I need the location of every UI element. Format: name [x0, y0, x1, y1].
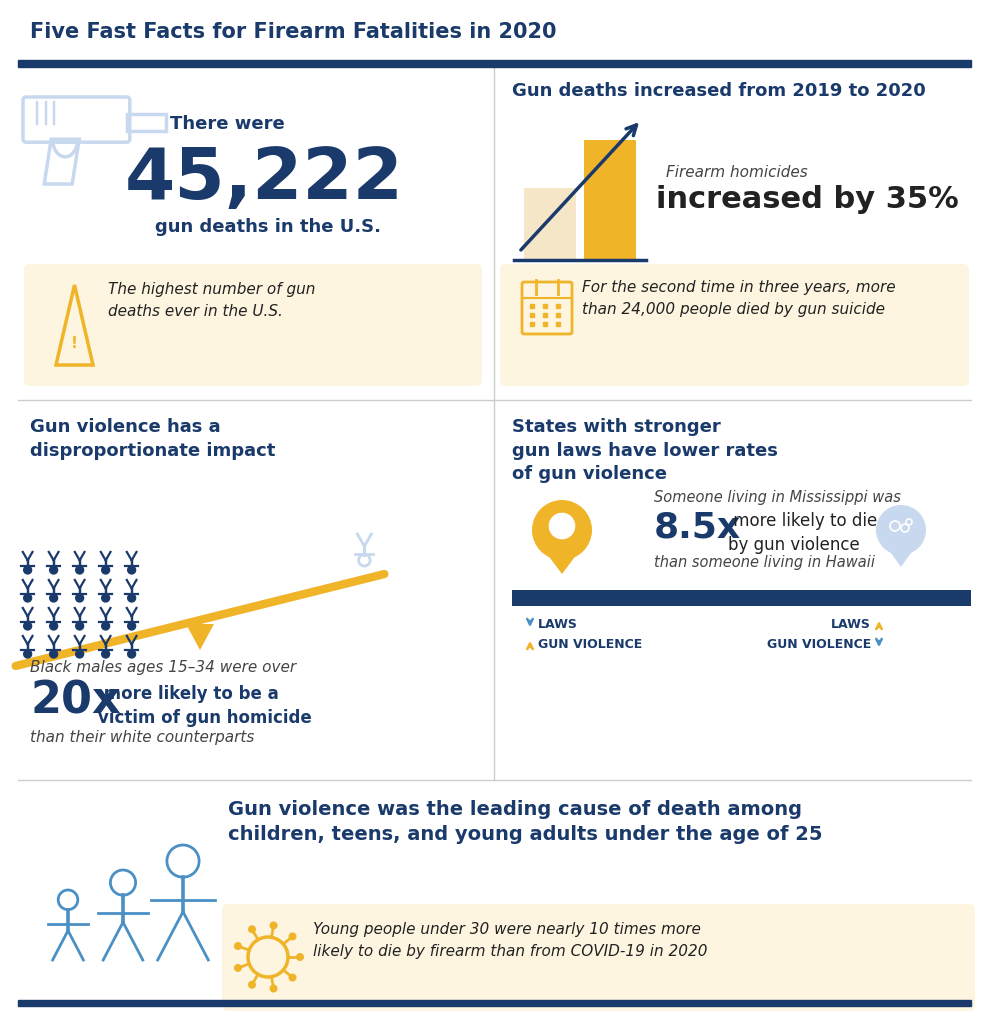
- Text: LAWS: LAWS: [538, 617, 578, 631]
- Circle shape: [549, 513, 576, 540]
- Circle shape: [76, 594, 84, 602]
- Circle shape: [248, 926, 256, 933]
- Circle shape: [76, 650, 84, 658]
- Text: 20x: 20x: [30, 680, 121, 723]
- Circle shape: [102, 594, 110, 602]
- Text: Gun deaths increased from 2019 to 2020: Gun deaths increased from 2019 to 2020: [512, 82, 926, 100]
- Bar: [584, 140, 636, 260]
- Circle shape: [76, 622, 84, 630]
- Text: !: !: [71, 336, 78, 350]
- Circle shape: [102, 622, 110, 630]
- Text: Young people under 30 were nearly 10 times more
likely to die by firearm than fr: Young people under 30 were nearly 10 tim…: [313, 922, 707, 959]
- Circle shape: [24, 566, 32, 574]
- Circle shape: [76, 566, 84, 574]
- Text: more likely to be a
victim of gun homicide: more likely to be a victim of gun homici…: [98, 685, 312, 727]
- Circle shape: [248, 981, 256, 989]
- Circle shape: [24, 594, 32, 602]
- Polygon shape: [186, 624, 214, 650]
- FancyBboxPatch shape: [24, 264, 482, 386]
- Polygon shape: [876, 532, 926, 567]
- Text: Someone living in Mississippi was: Someone living in Mississippi was: [654, 490, 901, 505]
- Text: GUN VIOLENCE: GUN VIOLENCE: [538, 638, 642, 650]
- Text: There were: There were: [170, 115, 285, 133]
- Text: LAWS: LAWS: [831, 617, 871, 631]
- Text: Black males ages 15–34 were over: Black males ages 15–34 were over: [30, 660, 296, 675]
- Text: For the second time in three years, more
than 24,000 people died by gun suicide: For the second time in three years, more…: [582, 280, 896, 317]
- FancyBboxPatch shape: [500, 264, 969, 386]
- Circle shape: [296, 953, 304, 961]
- Circle shape: [876, 505, 926, 555]
- Circle shape: [532, 500, 592, 560]
- Text: 45,222: 45,222: [125, 145, 404, 214]
- Text: more likely to die
by gun violence: more likely to die by gun violence: [728, 512, 877, 554]
- Text: gun deaths in the U.S.: gun deaths in the U.S.: [155, 218, 381, 236]
- Text: States with stronger
gun laws have lower rates
of gun violence: States with stronger gun laws have lower…: [512, 418, 778, 483]
- Text: increased by 35%: increased by 35%: [656, 185, 958, 214]
- Text: The highest number of gun
deaths ever in the U.S.: The highest number of gun deaths ever in…: [108, 282, 315, 319]
- Circle shape: [24, 650, 32, 658]
- Circle shape: [234, 942, 242, 950]
- Bar: [524, 188, 576, 260]
- Circle shape: [102, 650, 110, 658]
- Circle shape: [128, 650, 135, 658]
- Circle shape: [270, 984, 278, 992]
- Text: 8.5x: 8.5x: [654, 510, 741, 544]
- Text: Five Fast Facts for Firearm Fatalities in 2020: Five Fast Facts for Firearm Fatalities i…: [30, 22, 557, 42]
- Bar: [18, 1000, 971, 1006]
- Circle shape: [289, 933, 297, 940]
- Circle shape: [49, 594, 57, 602]
- Circle shape: [49, 650, 57, 658]
- Circle shape: [128, 594, 135, 602]
- Circle shape: [270, 922, 278, 930]
- Circle shape: [234, 964, 242, 972]
- Text: than their white counterparts: than their white counterparts: [30, 730, 254, 745]
- Circle shape: [128, 566, 135, 574]
- Bar: [127, 114, 166, 131]
- Bar: [512, 590, 971, 606]
- Bar: [18, 60, 971, 67]
- Circle shape: [49, 566, 57, 574]
- Text: Firearm homicides: Firearm homicides: [666, 165, 808, 180]
- Circle shape: [248, 937, 288, 977]
- Text: GUN VIOLENCE: GUN VIOLENCE: [766, 638, 871, 650]
- Text: Gun violence has a
disproportionate impact: Gun violence has a disproportionate impa…: [30, 418, 275, 460]
- Text: Gun violence was the leading cause of death among
children, teens, and young adu: Gun violence was the leading cause of de…: [228, 800, 823, 844]
- Polygon shape: [532, 534, 592, 574]
- Circle shape: [128, 622, 135, 630]
- Text: than someone living in Hawaii: than someone living in Hawaii: [654, 555, 875, 570]
- Circle shape: [289, 974, 297, 982]
- Circle shape: [49, 622, 57, 630]
- FancyBboxPatch shape: [222, 904, 975, 1011]
- Circle shape: [102, 566, 110, 574]
- Circle shape: [24, 622, 32, 630]
